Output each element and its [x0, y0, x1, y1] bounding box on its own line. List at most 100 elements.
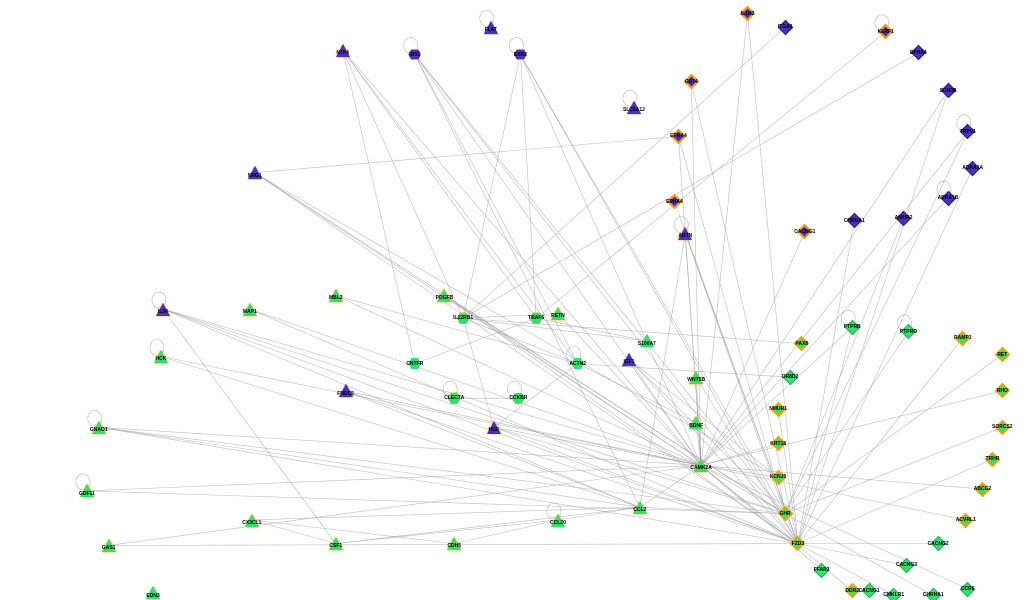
graph-node-scn3b[interactable]: SCN3B	[941, 84, 955, 98]
node-shape-ccr6[interactable]	[960, 581, 976, 597]
node-shape-cmklr1[interactable]	[886, 588, 902, 600]
graph-node-gas1[interactable]: GAS1	[102, 538, 116, 552]
node-shape-epha4c[interactable]	[667, 194, 683, 210]
node-shape-scn3b[interactable]	[940, 83, 956, 99]
graph-node-s100a7[interactable]: S100A7	[640, 334, 654, 348]
graph-node-epha4b[interactable]: EPHA4	[911, 46, 925, 60]
node-shape-chrna1p[interactable]	[846, 213, 862, 229]
node-shape-cx3cl1[interactable]	[245, 514, 259, 527]
graph-node-ffar3[interactable]: FFAR3	[815, 563, 829, 577]
graph-node-ccl2[interactable]: CCL2	[633, 500, 647, 514]
node-shape-fzd3[interactable]	[790, 536, 806, 552]
node-shape-ccl2[interactable]	[633, 501, 647, 514]
graph-node-cmklr1[interactable]: CMKLR1	[887, 588, 901, 600]
node-shape-abcg2[interactable]	[975, 481, 991, 497]
graph-node-gdf11[interactable]: GDF11	[80, 484, 94, 498]
graph-node-epha4c[interactable]: EPHA4	[667, 195, 681, 209]
node-shape-il34[interactable]	[156, 303, 170, 316]
node-shape-or8d2[interactable]	[782, 369, 798, 385]
node-shape-kcnj5[interactable]	[770, 469, 786, 485]
graph-node-ccr6[interactable]: CCR6	[961, 582, 975, 596]
node-shape-camk2a[interactable]	[694, 459, 708, 472]
graph-node-cacng4[interactable]: CACNG1	[862, 584, 876, 598]
node-shape-ptprb[interactable]	[844, 319, 860, 335]
node-shape-gdf11[interactable]	[80, 484, 94, 497]
node-shape-il1r2[interactable]	[740, 6, 756, 22]
node-shape-map1[interactable]	[243, 303, 257, 316]
node-shape-flat[interactable]	[484, 21, 498, 34]
node-shape-cntfr[interactable]	[408, 358, 421, 369]
node-shape-ptpro[interactable]	[901, 324, 917, 340]
node-shape-cacng3[interactable]	[899, 558, 915, 574]
graph-node-pax8[interactable]: PAX8	[795, 337, 809, 351]
graph-node-chrna1[interactable]: CHRNA1	[926, 588, 940, 600]
node-shape-cacng4[interactable]	[861, 583, 877, 599]
node-shape-cckbr[interactable]	[512, 393, 525, 404]
node-shape-trpv1[interactable]	[960, 124, 976, 140]
graph-node-traf6[interactable]: TRAF6	[529, 311, 543, 325]
node-shape-retn[interactable]	[551, 307, 565, 320]
graph-node-ntf4[interactable]: NTF4	[336, 43, 350, 57]
graph-node-amhr2[interactable]: AMHR2	[897, 211, 911, 225]
node-shape-artn[interactable]	[678, 227, 692, 240]
graph-node-il12rb1[interactable]: IL12RB1	[456, 311, 470, 325]
node-shape-ccl20[interactable]	[551, 514, 565, 527]
graph-node-bdnf[interactable]: BDNF	[689, 416, 703, 430]
graph-node-epha4a[interactable]: EPHA4	[671, 129, 685, 143]
node-shape-amhr2[interactable]	[896, 210, 912, 226]
graph-node-or8d2[interactable]: OR8D2	[783, 370, 797, 384]
graph-node-clec7a[interactable]: CLEC7A	[447, 391, 461, 405]
node-shape-trhr[interactable]	[985, 451, 1001, 467]
node-shape-irs1[interactable]	[408, 49, 421, 60]
graph-node-esr2[interactable]: ESR2	[513, 48, 527, 62]
node-shape-ffar3[interactable]	[814, 562, 830, 578]
graph-node-krt18[interactable]: KRT18	[771, 437, 785, 451]
graph-node-rho[interactable]: RHO	[995, 384, 1009, 398]
graph-node-ptprb[interactable]: PTPRB	[845, 320, 859, 334]
node-shape-cacng2[interactable]	[930, 536, 946, 552]
node-shape-itga8[interactable]	[777, 19, 793, 35]
node-shape-pax8[interactable]	[794, 336, 810, 352]
graph-node-ccl20[interactable]: CCL20	[551, 513, 565, 527]
node-shape-ntf4[interactable]	[336, 44, 350, 57]
node-shape-mbl2[interactable]	[329, 289, 343, 302]
graph-node-ddr2[interactable]: DDR2	[845, 584, 859, 598]
node-shape-nmur1[interactable]	[770, 401, 786, 417]
graph-node-ghr[interactable]: GHR	[778, 507, 792, 521]
node-shape-bdnf[interactable]	[689, 416, 703, 429]
node-shape-actn2[interactable]	[571, 358, 584, 369]
node-shape-rho[interactable]	[995, 383, 1011, 399]
graph-node-cacng1[interactable]: CACNG1	[798, 225, 812, 239]
node-shape-ramp3[interactable]	[955, 330, 971, 346]
graph-node-trpv1[interactable]: TRPV1	[961, 125, 975, 139]
graph-node-mbl2[interactable]: MBL2	[329, 288, 343, 302]
graph-node-nrg1[interactable]: NRG1	[248, 166, 262, 180]
graph-node-il34[interactable]: IL34	[156, 302, 170, 316]
node-shape-edn3[interactable]	[146, 586, 160, 599]
graph-node-hjk[interactable]: HGF	[487, 420, 501, 434]
graph-node-sorcs2[interactable]: SORCS2	[995, 420, 1009, 434]
node-shape-krt18[interactable]	[770, 436, 786, 452]
graph-node-chrna1p[interactable]: CHRNA1	[847, 214, 861, 228]
node-shape-fnbl[interactable]	[339, 384, 353, 397]
node-shape-gnao1[interactable]	[92, 421, 106, 434]
node-shape-adra1a[interactable]	[965, 160, 981, 176]
node-shape-slc6a12[interactable]	[627, 101, 641, 114]
graph-node-cacng3[interactable]: CACNG3	[900, 558, 914, 572]
node-shape-wnt5b[interactable]	[689, 371, 703, 384]
graph-node-fzd3[interactable]: FZD3	[791, 537, 805, 551]
graph-node-ptpro[interactable]: PTPRO	[902, 325, 916, 339]
graph-node-csf1[interactable]: CSF1	[329, 537, 343, 551]
graph-node-cacng2[interactable]: CACNG2	[931, 537, 945, 551]
node-shape-epha4b[interactable]	[911, 45, 927, 61]
graph-node-irs1[interactable]: IRS1	[408, 48, 422, 62]
graph-node-nmur1[interactable]: NMUR1	[771, 402, 785, 416]
node-shape-cd74[interactable]	[683, 74, 699, 90]
graph-node-kcnj5[interactable]: KCNJ5	[771, 470, 785, 484]
graph-node-map1[interactable]: MAP1	[243, 302, 257, 316]
graph-node-gnao1[interactable]: GNAO1	[92, 420, 106, 434]
graph-node-igf1[interactable]: IGF1	[622, 352, 636, 366]
graph-node-wnt5b[interactable]: WNT5B	[689, 370, 703, 384]
node-shape-adra1b[interactable]	[940, 190, 956, 206]
node-shape-clec7a[interactable]	[448, 393, 461, 404]
